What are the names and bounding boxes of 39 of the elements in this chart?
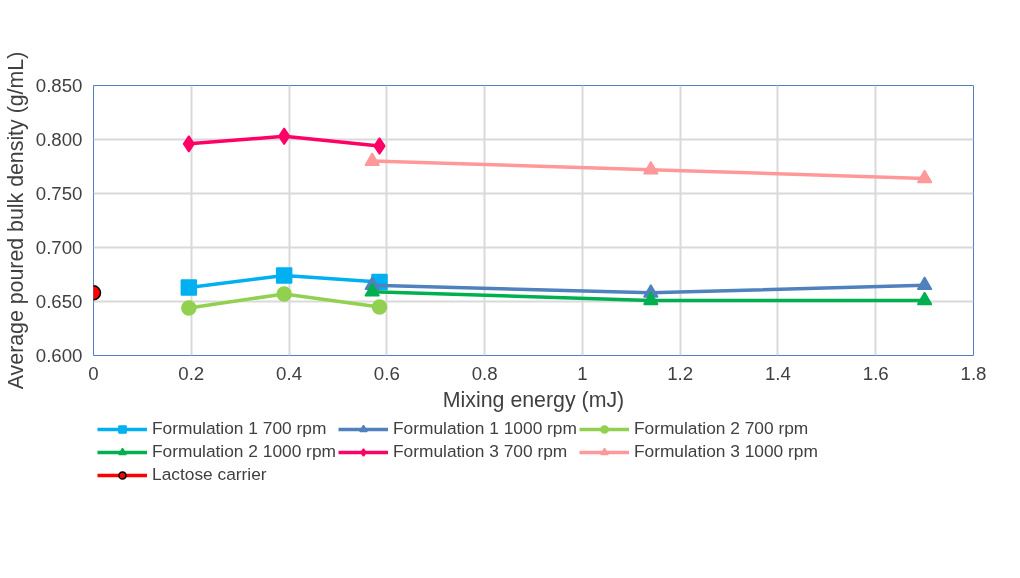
x-axis-title: Mixing energy (mJ) [442, 387, 625, 412]
legend-label: Formulation 3 700 rpm [392, 441, 568, 462]
y-tick-label: 0.600 [35, 345, 83, 366]
x-tick-label: 0 [88, 362, 99, 384]
legend-label: Formulation 1 1000 rpm [392, 418, 577, 439]
point [182, 135, 195, 153]
y-tick-label: 0.850 [35, 75, 83, 96]
x-tick-label: 0.6 [373, 362, 400, 384]
y-axis-title: Average poured bulk density (g/mL) [3, 51, 28, 390]
point [916, 291, 933, 306]
legend-label: Formulation 2 700 rpm [633, 418, 809, 439]
x-tick-label: 1.6 [862, 362, 889, 384]
x-tick-label: 0.2 [178, 362, 205, 384]
y-tick-label: 0.700 [35, 237, 83, 258]
x-tick-label: 1.2 [667, 362, 694, 384]
point [181, 300, 197, 316]
point [373, 137, 386, 155]
x-tick-label: 1.4 [764, 362, 791, 384]
point [364, 152, 380, 166]
point [275, 267, 293, 284]
point [276, 286, 292, 302]
legend-label: Formulation 3 1000 rpm [633, 441, 818, 462]
point [180, 279, 198, 296]
point [643, 160, 659, 175]
point [643, 291, 659, 306]
point [916, 276, 933, 291]
x-tick-label: 1 [577, 362, 588, 384]
point [916, 169, 933, 184]
x-tick-label: 0.4 [276, 362, 303, 384]
x-tick-label: 0.8 [471, 362, 498, 384]
y-tick-label: 0.800 [35, 129, 83, 150]
y-tick-label: 0.650 [35, 291, 83, 312]
legend-label: Formulation 1 700 rpm [152, 418, 327, 439]
point [371, 299, 388, 315]
legend-label: Formulation 2 1000 rpm [152, 441, 336, 462]
point [364, 282, 380, 297]
y-tick-label: 0.750 [35, 183, 83, 204]
legend-label: Lactose carrier [152, 464, 267, 485]
x-tick-label: 1.8 [960, 362, 987, 384]
